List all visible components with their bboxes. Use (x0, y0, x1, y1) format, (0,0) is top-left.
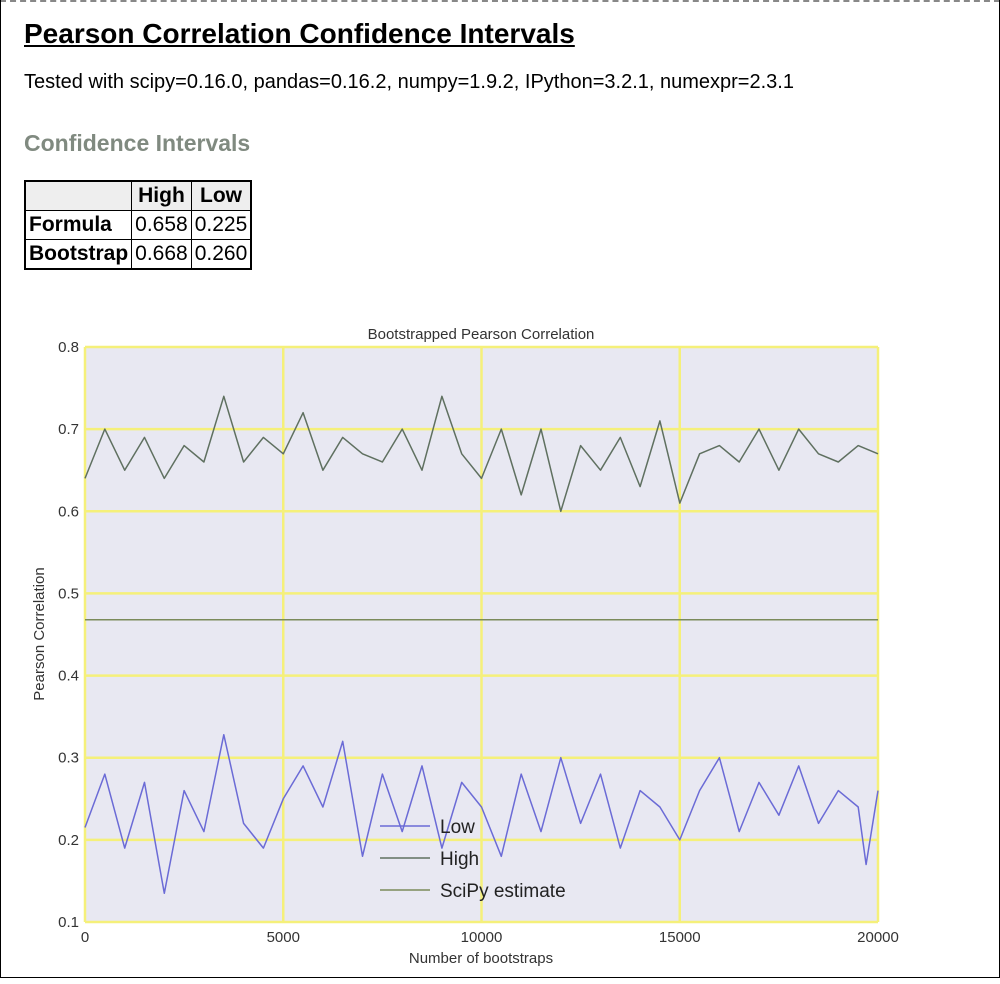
chart-container: 0 5000 10000 15000 20000 0.1 0.2 0.3 0.4 0.5 0.6 0.… (0, 300, 1000, 979)
series-line-high (84, 395, 879, 513)
cell-bootstrap-low: 0.260 (190, 239, 252, 270)
table-header-high: High (131, 180, 192, 211)
x-tick-label: 15000 (659, 929, 701, 946)
page-title: Pearson Correlation Confidence Intervals (24, 18, 575, 49)
confidence-intervals-table: High Low Formula 0.658 0.225 Bootstrap 0… (24, 180, 253, 270)
y-tick-label: 0.1 (58, 914, 79, 931)
y-tick-label: 0.3 (58, 750, 79, 767)
tick-labels: 0 5000 10000 15000 20000 0.1 0.2 0.3 0.4 0.5 0.6 0.… (58, 339, 899, 946)
y-tick-label: 0.8 (58, 339, 79, 356)
x-tick-label: 10000 (461, 929, 503, 946)
x-tick-label: 20000 (857, 929, 899, 946)
row-label-bootstrap: Bootstrap (24, 239, 133, 270)
section-title: Confidence Intervals (24, 130, 251, 156)
table-header-empty (24, 180, 133, 211)
cell-formula-low: 0.225 (190, 210, 252, 240)
x-tick-label: 5000 (267, 929, 300, 946)
version-info: Tested with scipy=0.16.0, pandas=0.16.2,… (24, 71, 794, 93)
cell-bootstrap-high: 0.668 (131, 239, 192, 270)
x-tick-label: 0 (81, 929, 89, 946)
top-dashed-border (0, 0, 1000, 2)
row-label-formula: Formula (24, 210, 133, 240)
series-lines (84, 395, 879, 895)
chart-title: Bootstrapped Pearson Correlation (368, 326, 595, 343)
table-row: Formula 0.658 0.225 (24, 210, 252, 240)
legend: Low High SciPy estimate (380, 817, 566, 902)
y-tick-label: 0.5 (58, 585, 79, 602)
y-tick-label: 0.4 (58, 668, 79, 685)
legend-label: SciPy estimate (440, 881, 566, 902)
series-line-low (84, 733, 879, 895)
y-tick-label: 0.7 (58, 421, 79, 438)
y-axis-label: Pearson Correlation (31, 567, 48, 700)
bootstrap-correlation-chart: 0 5000 10000 15000 20000 0.1 0.2 0.3 0.4 0.5 0.6 0.… (31, 326, 899, 967)
x-axis-label: Number of bootstraps (409, 950, 553, 967)
table-header-row: High Low (24, 180, 252, 211)
cell-formula-high: 0.658 (131, 210, 192, 240)
y-tick-label: 0.2 (58, 832, 79, 849)
y-tick-label: 0.6 (58, 503, 79, 520)
table-header-low: Low (190, 180, 252, 211)
legend-label: Low (440, 817, 475, 838)
table-row: Bootstrap 0.668 0.260 (24, 239, 252, 270)
legend-label: High (440, 849, 479, 870)
